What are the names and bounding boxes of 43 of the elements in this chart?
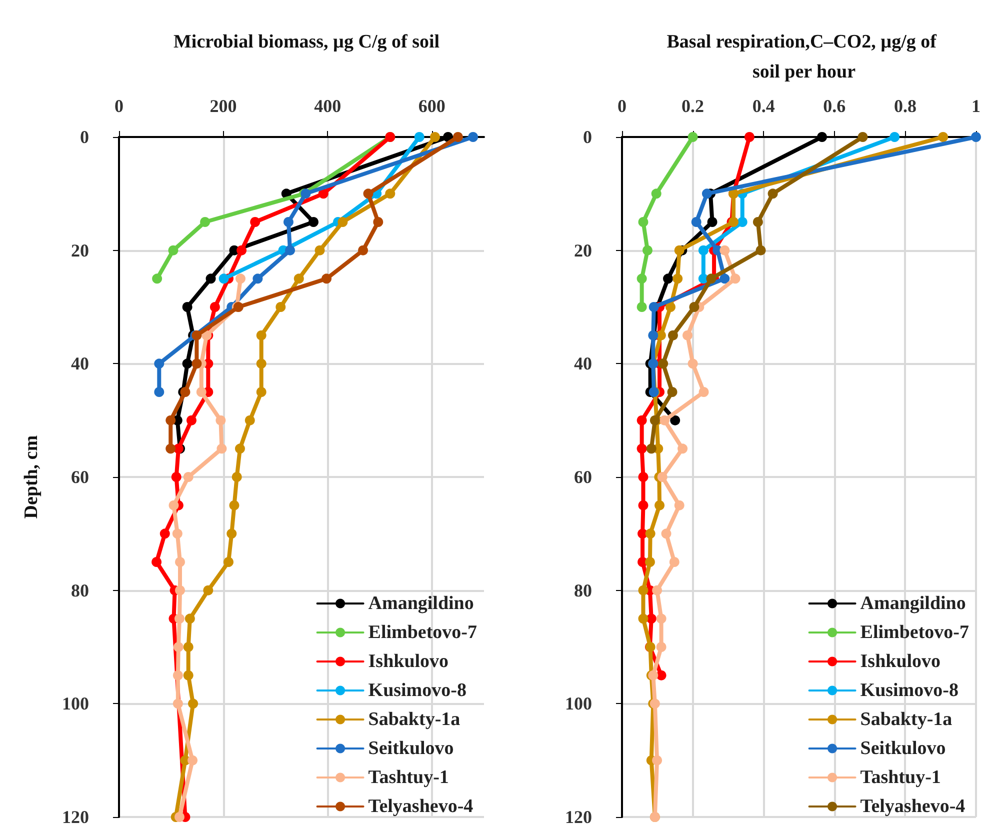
- legend-label: Sabakty-1a: [368, 709, 461, 730]
- y-tick-label: 80: [574, 580, 592, 600]
- y-tick-label: 20: [71, 240, 89, 260]
- y-tick-label: 100: [565, 694, 592, 714]
- x-tick-label: 400: [314, 96, 342, 116]
- x-tick-label: 0.4: [752, 96, 775, 116]
- y-tick-label: 40: [71, 354, 89, 374]
- legend-label: Kusimovo-8: [860, 680, 958, 701]
- legend-label: Ishkulovo: [860, 651, 941, 672]
- legend-label: Seitkulovo: [860, 738, 946, 759]
- legend-label: Telyashevo-4: [860, 796, 966, 817]
- legend-label: Ishkulovo: [368, 651, 449, 672]
- y-axis-title: Depth, cm: [21, 435, 42, 519]
- y-tick-label: 40: [574, 354, 592, 374]
- y-tick-label: 0: [80, 127, 89, 147]
- x-tick-label: 200: [210, 96, 237, 116]
- legend-label: Seitkulovo: [368, 738, 454, 759]
- legend-label: Telyashevo-4: [368, 796, 474, 817]
- y-tick-label: 100: [62, 694, 89, 714]
- legend-label: Elimbetovo-7: [368, 622, 478, 643]
- x-tick-label: 0.6: [823, 96, 846, 116]
- legend-label: Elimbetovo-7: [860, 622, 970, 643]
- x-tick-label: 600: [418, 96, 446, 116]
- y-tick-label: 20: [574, 240, 592, 260]
- y-tick-label: 120: [62, 807, 89, 827]
- y-tick-label: 60: [574, 467, 592, 487]
- chart-title: Microbial biomass, µg C/g of soil: [173, 32, 440, 52]
- legend-label: Tashtuy-1: [368, 767, 449, 788]
- x-tick-label: 1: [972, 96, 980, 116]
- legend-label: Kusimovo-8: [368, 680, 466, 701]
- y-tick-label: 60: [71, 467, 89, 487]
- x-tick-label: 0.2: [682, 96, 704, 116]
- legend-label: Sabakty-1a: [860, 709, 953, 730]
- y-tick-label: 80: [71, 580, 89, 600]
- x-tick-label: 0: [618, 96, 626, 116]
- y-tick-label: 120: [565, 807, 592, 827]
- x-tick-label: 0.8: [894, 96, 916, 116]
- chart-title: Basal respiration,C–CO2, µg/g of soil per hour: [666, 32, 942, 82]
- y-tick-label: 0: [583, 127, 592, 147]
- legend-label: Tashtuy-1: [860, 767, 941, 788]
- legend-label: Amangildino: [368, 593, 474, 614]
- legend-label: Amangildino: [860, 593, 966, 614]
- x-tick-label: 0: [114, 96, 124, 116]
